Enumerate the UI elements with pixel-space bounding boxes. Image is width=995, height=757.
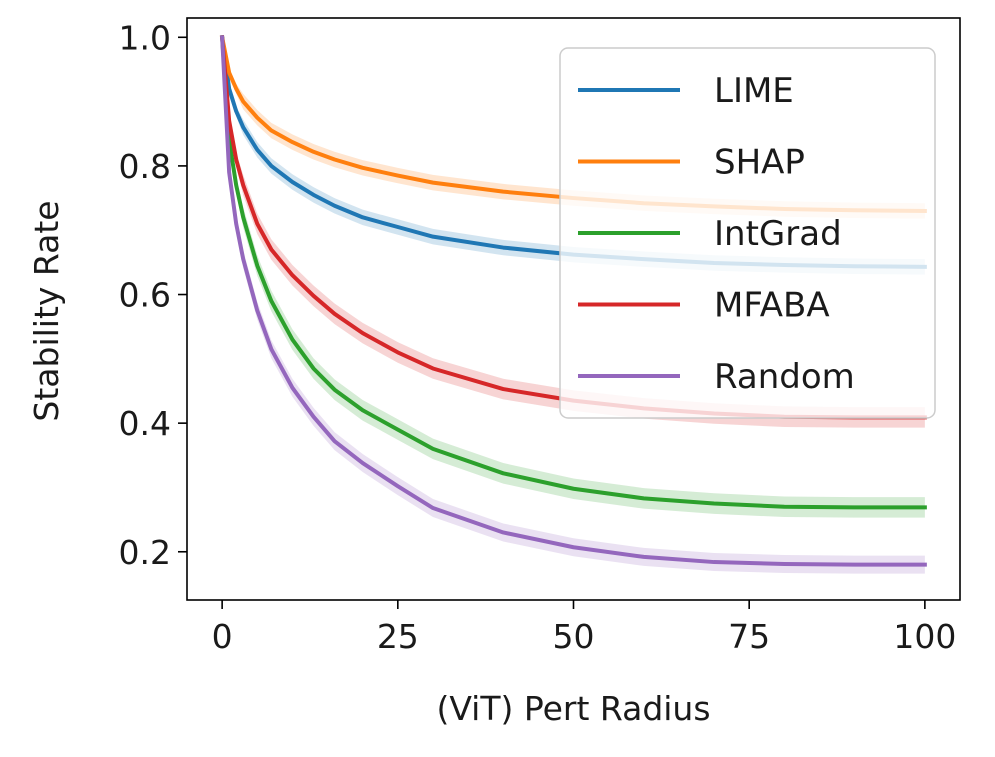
- y-tick-label: 0.6: [119, 276, 171, 315]
- y-axis: 0.2 0.4 0.6 0.8 1.0: [119, 18, 187, 572]
- y-tick-label: 0.8: [119, 147, 171, 186]
- x-axis: 0 25 50 75 100: [212, 600, 956, 656]
- y-axis-label: Stability Rate: [27, 200, 66, 421]
- legend-label: MFABA: [714, 286, 830, 326]
- legend-label: IntGrad: [714, 214, 842, 254]
- legend-box: [559, 47, 936, 419]
- x-tick-label: 75: [728, 617, 770, 656]
- y-tick-label: 0.2: [119, 533, 171, 572]
- y-tick-label: 0.4: [119, 404, 171, 443]
- x-tick-label: 50: [553, 617, 595, 656]
- confidence-bands: [222, 37, 925, 574]
- legend-label: LIME: [714, 71, 794, 111]
- series-line-intgrad: [220, 35, 927, 510]
- legend: LIME SHAP IntGrad MFABA Random: [559, 47, 936, 419]
- x-tick-label: 100: [893, 617, 956, 656]
- x-tick-label: 0: [212, 617, 233, 656]
- y-tick-label: 1.0: [119, 18, 171, 57]
- band-shap: [222, 37, 925, 219]
- legend-label: SHAP: [714, 143, 805, 183]
- series-line-random: [220, 35, 927, 567]
- legend-label: Random: [714, 357, 855, 397]
- x-tick-label: 25: [377, 617, 419, 656]
- x-axis-label: (ViT) Pert Radius: [436, 689, 710, 728]
